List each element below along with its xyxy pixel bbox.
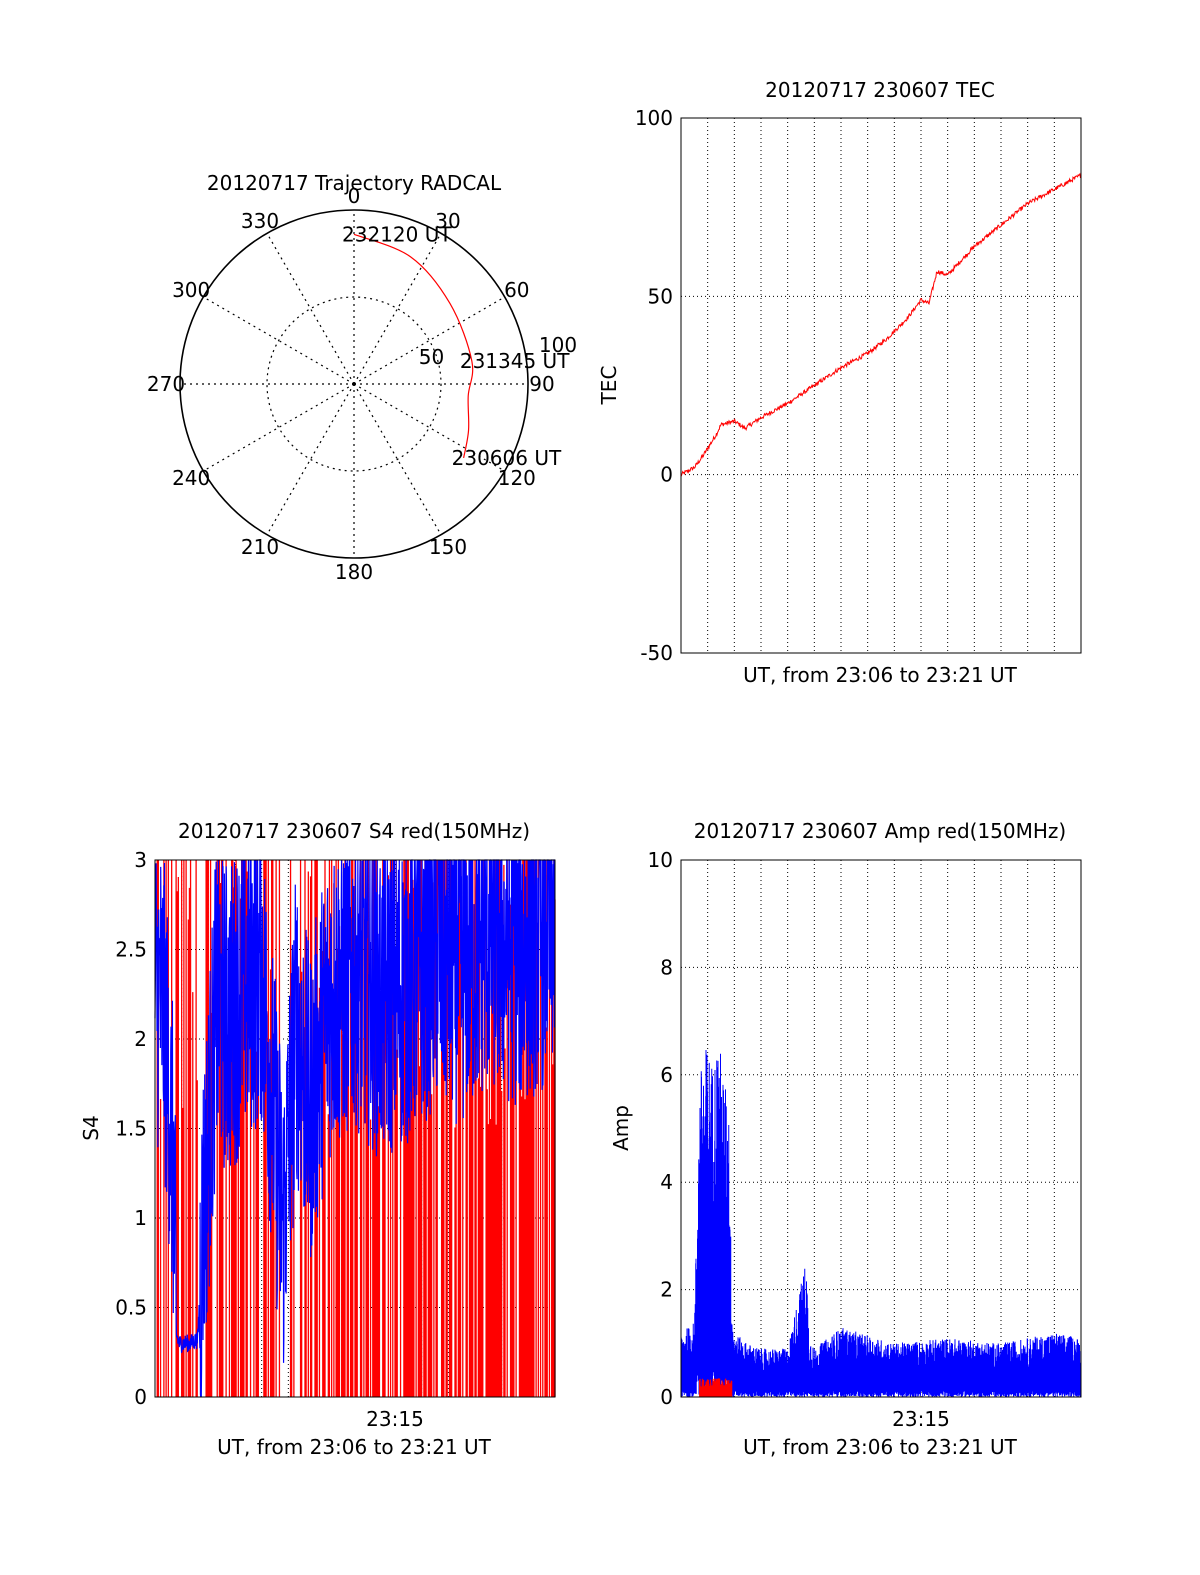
polar-angle-label: 90 [529, 372, 554, 396]
polar-radius-circle [266, 296, 442, 472]
polar-radius-labels: 50 100 [419, 333, 577, 369]
polar-angle-label: 60 [504, 278, 529, 302]
polar-angle-label: 180 [335, 560, 373, 584]
tec-ylabel: TEC [597, 366, 621, 406]
polar-angle-label: 210 [241, 535, 279, 559]
trajectory-time-label: 231345 UT [460, 349, 570, 373]
amp-panel: 20120717 230607 Amp red(150MHz) 1086420 … [609, 819, 1082, 1459]
y-tick-label: 50 [648, 284, 673, 308]
s4-title: 20120717 230607 S4 red(150MHz) [178, 819, 530, 843]
y-tick-label: 0 [660, 1385, 673, 1409]
y-tick-label: 10 [648, 848, 673, 872]
amp-plot-frame [680, 859, 1082, 1398]
x-tick-label: 23:15 [892, 1407, 950, 1431]
y-tick-label: 0 [134, 1385, 147, 1409]
polar-angle-labels: 0 30 60 90 120 150 180 210 240 270 300 330 [147, 184, 555, 584]
trajectory-time-label: 232120 UT [342, 222, 452, 246]
s4-y-ticks: 3 2.5 2 1.5 1 0.5 0 [115, 848, 147, 1409]
s4-x-ticks: 23:15 [366, 1407, 424, 1431]
s4-series [154, 859, 556, 1398]
y-tick-label: 2 [134, 1027, 147, 1051]
polar-spoke [353, 233, 442, 385]
polar-angle-label: 270 [147, 372, 185, 396]
trajectory-annotations: 232120 UT 231345 UT 230606 UT [342, 222, 570, 470]
y-tick-label: 2 [660, 1278, 673, 1302]
y-tick-label: 100 [635, 106, 673, 130]
trajectory-time-label: 230606 UT [452, 446, 562, 470]
tec-panel: 20120717 230607 TEC 100 50 0 -50 TEC UT, fr… [597, 78, 1082, 687]
y-tick-label: 3 [134, 848, 147, 872]
y-tick-label: 6 [660, 1063, 673, 1087]
polar-angle-label: 30 [435, 209, 460, 233]
y-tick-label: 4 [660, 1170, 673, 1194]
amp-blue-line [680, 1049, 1082, 1397]
polar-spoke [266, 233, 355, 385]
polar-radius-label: 100 [539, 333, 577, 357]
tec-line [680, 172, 1082, 477]
polar-outer-circle [179, 209, 529, 559]
y-tick-label: 0.5 [115, 1296, 147, 1320]
s4-plot-frame [154, 859, 556, 1398]
amp-x-ticks: 23:15 [892, 1407, 950, 1431]
y-tick-label: -50 [640, 641, 673, 665]
polar-angle-label: 150 [429, 535, 467, 559]
polar-spoke [203, 383, 355, 472]
amp-red-line [699, 1378, 733, 1397]
tec-y-ticks: 100 50 0 -50 [635, 106, 673, 665]
polar-radius-label: 50 [419, 345, 444, 369]
tec-title: 20120717 230607 TEC [765, 78, 995, 102]
tec-xlabel: UT, from 23:06 to 23:21 UT [743, 663, 1018, 687]
amp-grid [681, 860, 1081, 1397]
polar-angle-label: 0 [348, 184, 361, 208]
s4-ylabel: S4 [79, 1115, 103, 1140]
y-tick-label: 0 [660, 463, 673, 487]
amp-series [680, 1049, 1082, 1397]
tec-grid [681, 118, 1081, 653]
trajectory-panel: 20120717 Trajectory RADCAL 0 30 60 90 120 150… [147, 171, 577, 584]
s4-xlabel: UT, from 23:06 to 23:21 UT [217, 1435, 492, 1459]
amp-xlabel: UT, from 23:06 to 23:21 UT [743, 1435, 1018, 1459]
amp-y-ticks: 10 8 6 4 2 0 [648, 848, 673, 1409]
y-tick-label: 8 [660, 955, 673, 979]
polar-angle-label: 240 [172, 466, 210, 490]
x-tick-label: 23:15 [366, 1407, 424, 1431]
tec-plot-frame [680, 117, 1082, 654]
polar-grid [180, 210, 528, 558]
polar-angle-label: 330 [241, 209, 279, 233]
y-tick-label: 1.5 [115, 1117, 147, 1141]
polar-angle-label: 120 [498, 466, 536, 490]
amp-ylabel: Amp [609, 1105, 633, 1151]
polar-spoke [353, 383, 442, 535]
polar-angle-label: 300 [172, 278, 210, 302]
y-tick-label: 2.5 [115, 938, 147, 962]
y-tick-label: 1 [134, 1206, 147, 1230]
tec-series [680, 172, 1082, 477]
polar-spoke [203, 296, 355, 385]
s4-blue-line [154, 859, 556, 1398]
s4-panel: 20120717 230607 S4 red(150MHz) 3 2.5 2 1.5 1… [79, 819, 556, 1459]
trajectory-title: 20120717 Trajectory RADCAL [207, 171, 502, 195]
polar-spoke [353, 296, 505, 385]
polar-spoke [353, 383, 505, 472]
amp-title: 20120717 230607 Amp red(150MHz) [694, 819, 1066, 843]
polar-spoke [266, 383, 355, 535]
trajectory-track [353, 233, 474, 459]
